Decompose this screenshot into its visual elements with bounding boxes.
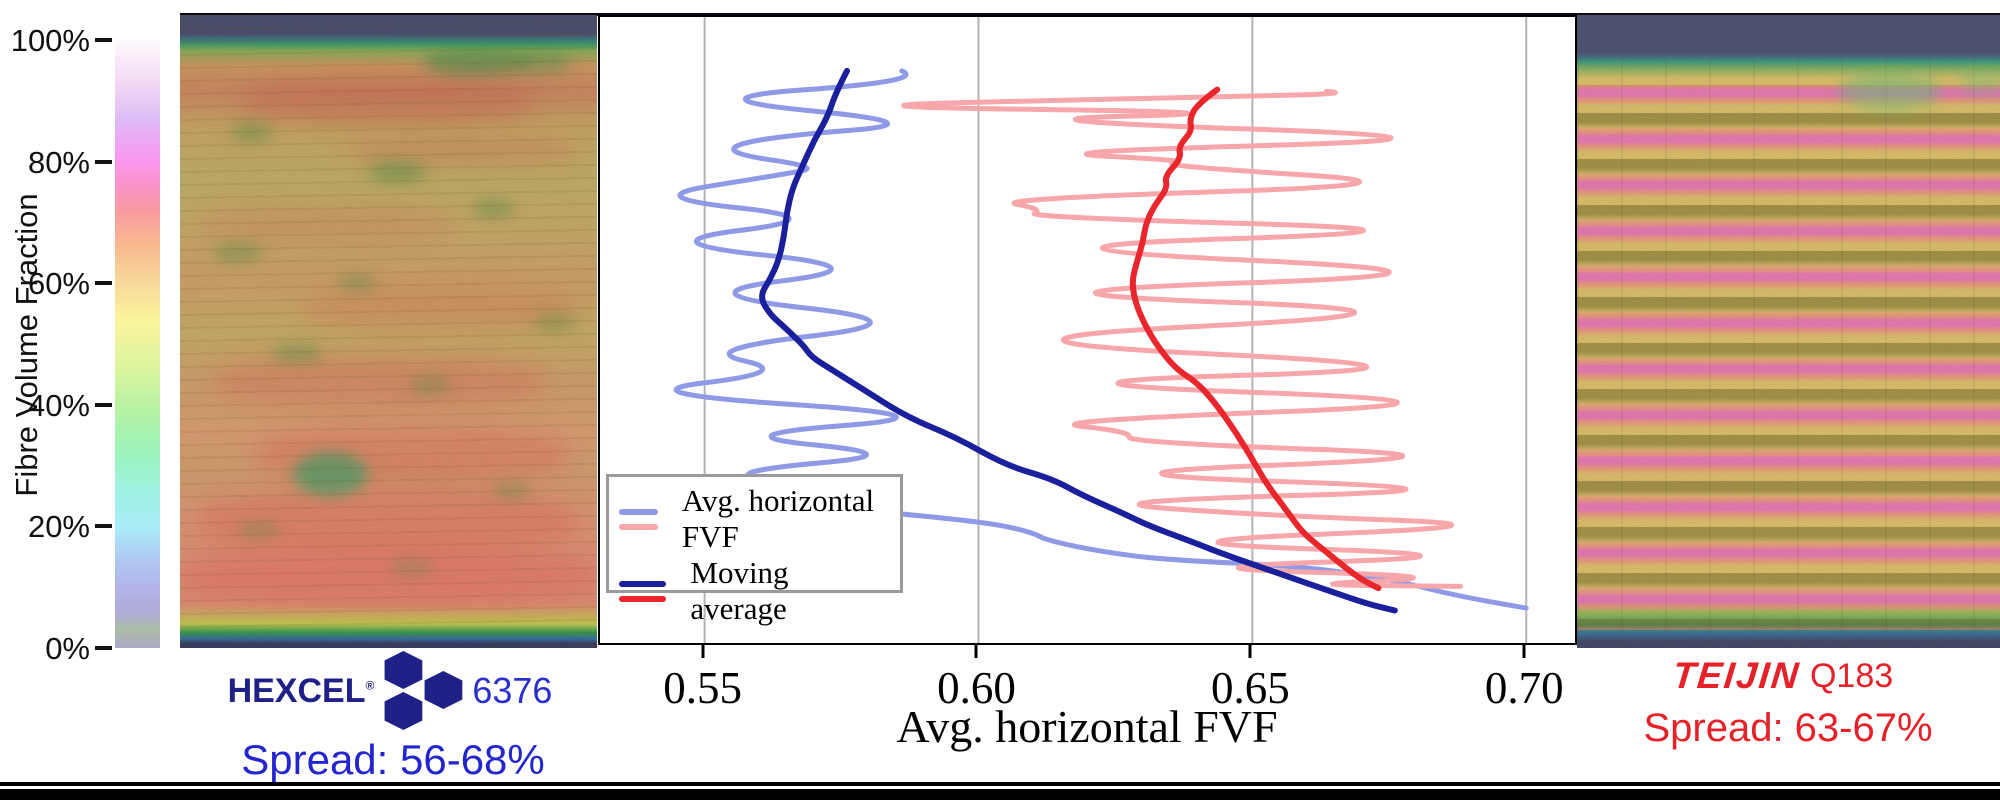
legend-entry: Avg. horizontal FVF: [619, 483, 890, 555]
hexcel-spread-label: Spread: 56-68%: [241, 736, 545, 783]
x-tick-label: 0.65: [1210, 663, 1290, 713]
bottom-bar: [0, 789, 2000, 800]
x-tick-label: 0.60: [937, 663, 1016, 713]
bottom-rule: [0, 782, 2000, 786]
legend-label: Moving average: [690, 555, 789, 626]
colorbar-tick-label: 0%: [45, 631, 90, 666]
chart-legend: Avg. horizontal FVF Moving average: [606, 474, 903, 626]
legend-line-icon: [619, 523, 658, 530]
legend-line-swatch: [619, 508, 658, 530]
hexagon-icon: [384, 651, 423, 689]
figure-top-spine: [180, 13, 2000, 16]
teijin-speckle-noise: [1577, 15, 2000, 648]
colorbar-tick-mark: [95, 159, 112, 164]
x-tick-mark: [701, 644, 705, 658]
colorbar-tick-label: 100%: [10, 23, 90, 58]
legend-line-icon: [619, 595, 667, 602]
legend-line-icon: [619, 508, 658, 515]
hexcel-moving-average-curve: [759, 67, 1398, 614]
registered-mark-icon: ®: [365, 678, 375, 693]
teijin-logo-text: TEIJIN: [1670, 655, 1803, 696]
hexcel-product-number: 6376: [472, 670, 553, 711]
colorbar-tick-label: 80%: [27, 144, 90, 180]
colorbar-tick-label: 40%: [27, 387, 90, 423]
colorbar-axis-label: Fibre Volume Fraction: [9, 193, 44, 497]
hexcel-wordmark: HEXCEL®: [228, 672, 375, 711]
teijin-spread-label: Spread: 63-67%: [1643, 706, 1933, 750]
hexcel-micrograph-image: [180, 15, 597, 648]
hexcel-logo-text: HEXCEL®: [227, 671, 375, 710]
hexcel-brand-block: HEXCEL® 6376: [228, 651, 553, 731]
legend-line-icon: [619, 580, 667, 587]
hexcel-raw-curve: [673, 68, 1529, 611]
colorbar-tick-label: 60%: [27, 266, 90, 302]
fvf-chart: [673, 17, 1529, 643]
teijin-micrograph-image: [1577, 15, 2000, 648]
x-tick-mark: [1248, 644, 1252, 658]
colorbar-tick-mark: [95, 281, 112, 286]
hexagon-icon: [424, 671, 463, 709]
teijin-moving-average-curve: [1129, 86, 1382, 592]
colorbar-tick-mark: [95, 524, 112, 529]
x-axis-label: Avg. horizontal FVF: [896, 701, 1278, 752]
fvf-colorbar: [115, 40, 160, 648]
x-tick-label: 0.55: [663, 663, 742, 713]
legend-line-swatch: [619, 580, 667, 602]
legend-label: Avg. horizontal FVF: [681, 483, 875, 554]
legend-entry: Moving average: [619, 555, 890, 627]
colorbar-tick-label: 20%: [27, 509, 90, 545]
colorbar-tick-mark: [95, 646, 112, 650]
colorbar-tick-mark: [95, 38, 112, 42]
x-tick-mark: [1522, 644, 1526, 658]
x-tick-label: 0.70: [1484, 663, 1564, 713]
hexagon-icon: [384, 692, 423, 730]
teijin-brand-block: TEIJIN Q183: [1670, 655, 1894, 697]
teijin-product-number: Q183: [1809, 656, 1894, 695]
colorbar-tick-mark: [95, 402, 112, 407]
hexcel-speckle-noise: [180, 15, 597, 648]
teijin-raw-curve: [901, 88, 1463, 589]
x-tick-mark: [974, 644, 978, 658]
hexcel-hexagons-icon: [384, 651, 463, 731]
